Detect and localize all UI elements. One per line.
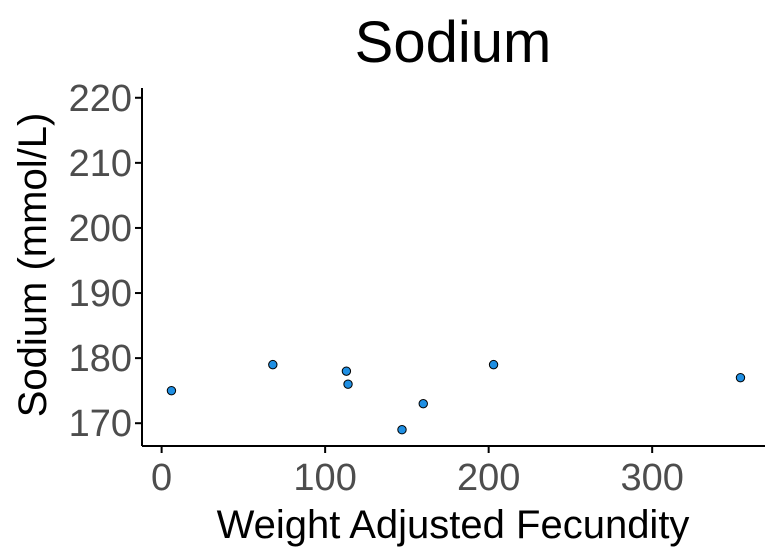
y-tick-label: 200	[69, 208, 132, 250]
x-axis-ticks: 0 100 200 300	[151, 446, 684, 499]
y-tick-label: 190	[69, 273, 132, 315]
data-point	[488, 359, 499, 370]
chart-title: Sodium	[355, 10, 552, 75]
data-point	[343, 379, 353, 389]
x-tick-label: 300	[620, 457, 683, 499]
y-tick-label: 220	[69, 78, 132, 120]
data-point	[341, 366, 352, 376]
x-tick-label: 100	[293, 457, 356, 499]
data-point	[268, 359, 278, 370]
y-tick-label: 180	[69, 338, 132, 380]
data-point	[418, 398, 428, 409]
data-point	[735, 372, 746, 383]
y-axis-ticks: 170 180 190 200 210 220	[69, 78, 142, 445]
y-tick-label: 210	[69, 143, 132, 185]
data-points	[166, 359, 746, 435]
x-tick-label: 200	[457, 457, 520, 499]
data-point	[166, 385, 177, 396]
y-tick-label: 170	[69, 403, 132, 445]
x-tick-label: 0	[151, 457, 172, 499]
y-axis-title: Sodium (mmol/L)	[11, 113, 55, 418]
data-point	[397, 425, 407, 435]
x-axis-title: Weight Adjusted Fecundity	[217, 503, 690, 547]
